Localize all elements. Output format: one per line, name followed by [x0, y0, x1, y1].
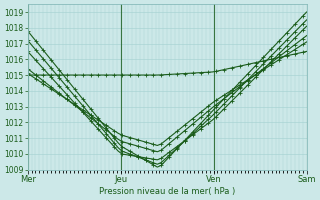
X-axis label: Pression niveau de la mer( hPa ): Pression niveau de la mer( hPa ) — [99, 187, 235, 196]
